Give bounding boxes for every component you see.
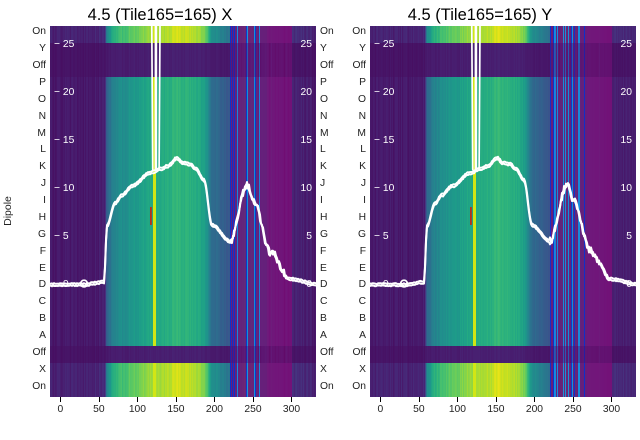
svg-text:0: 0 (306, 279, 312, 290)
svg-text:− 15: − 15 (374, 135, 395, 146)
svg-text:− 20: − 20 (54, 87, 75, 98)
svg-text:− 15: − 15 (54, 135, 75, 146)
svg-text:20: 20 (621, 87, 633, 98)
svg-text:20: 20 (301, 87, 313, 98)
svg-text:0: 0 (626, 279, 632, 290)
svg-text:10: 10 (621, 183, 633, 194)
svg-text:− 5: − 5 (54, 231, 69, 242)
svg-text:− 5: − 5 (374, 231, 389, 242)
svg-text:− 25: − 25 (374, 39, 395, 50)
svg-text:− 0: − 0 (374, 279, 389, 290)
svg-text:25: 25 (621, 39, 633, 50)
svg-text:− 10: − 10 (374, 183, 395, 194)
svg-text:− 10: − 10 (54, 183, 75, 194)
svg-text:15: 15 (621, 135, 633, 146)
svg-text:10: 10 (301, 183, 313, 194)
svg-text:15: 15 (301, 135, 313, 146)
svg-text:− 0: − 0 (54, 279, 69, 290)
svg-text:5: 5 (626, 231, 632, 242)
svg-text:5: 5 (306, 231, 312, 242)
svg-text:− 20: − 20 (374, 87, 395, 98)
svg-text:− 25: − 25 (54, 39, 75, 50)
svg-text:25: 25 (301, 39, 313, 50)
